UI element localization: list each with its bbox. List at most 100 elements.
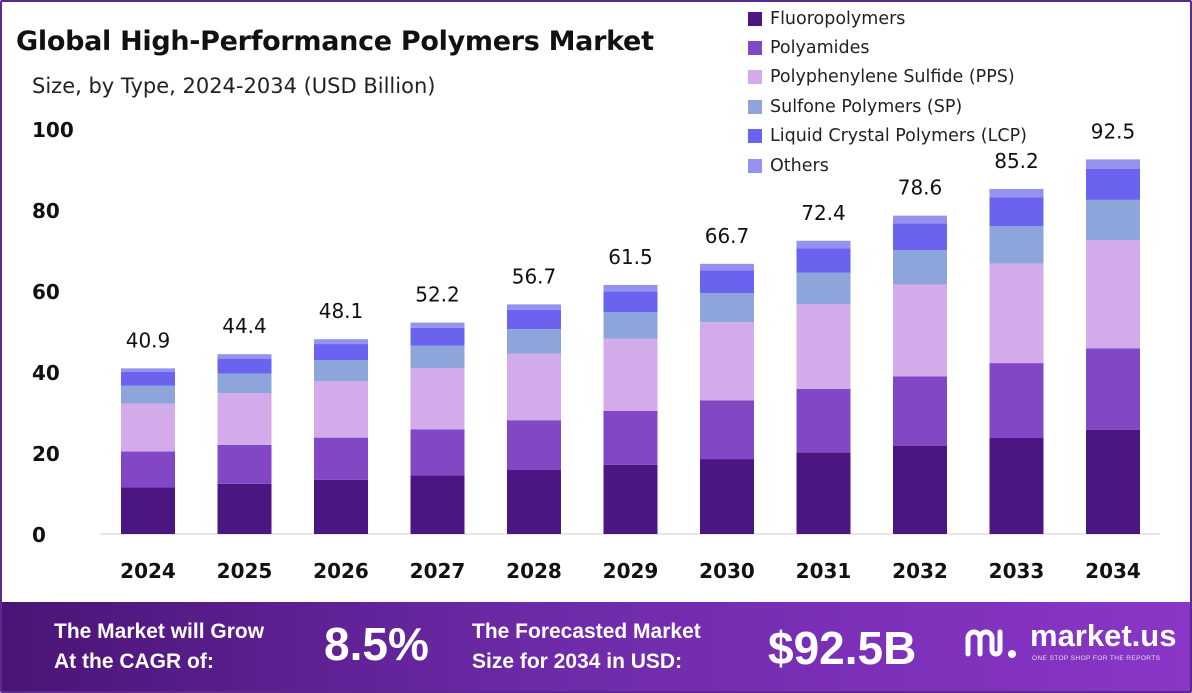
forecast-value: $92.5B <box>768 622 917 674</box>
bar-segment-2030-series-6 <box>700 263 754 271</box>
x-tick-label-2032: 2032 <box>892 559 948 583</box>
y-tick-label: 100 <box>32 118 74 142</box>
bar-segment-2034-series-1 <box>1086 429 1140 534</box>
total-label-2026: 48.1 <box>319 299 364 323</box>
bar-segment-2028-series-1 <box>507 470 561 534</box>
legend-swatch <box>748 158 762 173</box>
bar-segment-2032-series-5 <box>893 223 947 251</box>
total-label-2027: 52.2 <box>415 283 460 307</box>
x-axis: 2024 2025 2026 2027 2028 2029 2030 2031 2032 2033… <box>120 559 1141 583</box>
x-tick-label-2025: 2025 <box>217 559 273 583</box>
bar-segment-2029-series-6 <box>603 284 658 292</box>
total-label-2030: 66.7 <box>705 224 750 248</box>
stacked-bar-chart: 0 20 40 60 80 100 40.9 44.4 48.1 52.2 56.7 61.5 66.… <box>32 118 1160 583</box>
bar-segment-2026-series-6 <box>314 339 368 345</box>
legend-item: Sulfone Polymers (SP) <box>748 92 1027 121</box>
bar-segment-2024-series-2 <box>121 451 175 488</box>
total-label-2028: 56.7 <box>512 264 557 288</box>
bar-segment-2034-series-3 <box>1086 240 1140 349</box>
forecast-caption-line2: Size for 2034 in USD: <box>472 650 683 673</box>
bar-segment-2034-series-4 <box>1086 199 1140 241</box>
legend-swatch <box>748 99 762 114</box>
x-tick-label-2031: 2031 <box>796 559 852 583</box>
y-tick-label: 20 <box>32 442 60 466</box>
legend-item: Others <box>748 151 1027 180</box>
bar-segment-2031-series-5 <box>796 248 851 273</box>
bar-segment-2033-series-4 <box>989 226 1044 264</box>
chart-title: Global High-Performance Polymers Market <box>16 26 654 57</box>
y-axis: 0 20 40 60 80 100 <box>32 118 74 547</box>
market-us-logo-icon <box>965 629 1016 658</box>
bar-segment-2024-series-4 <box>121 385 175 404</box>
bar-segment-2032-series-2 <box>893 376 947 446</box>
bar-segment-2030-series-3 <box>700 322 754 401</box>
total-label-2033: 85.2 <box>994 149 1039 173</box>
bar-segment-2030-series-5 <box>700 270 754 294</box>
bar-segment-2031-series-6 <box>796 240 851 249</box>
bar-segment-2026-series-3 <box>314 381 368 438</box>
bar-segment-2029-series-1 <box>603 464 658 534</box>
bar-segment-2028-series-4 <box>507 329 561 354</box>
legend-label: Others <box>770 155 829 176</box>
bar-segment-2024-series-6 <box>121 368 175 372</box>
bar-segment-2032-series-1 <box>893 445 947 534</box>
legend-label: Sulfone Polymers (SP) <box>770 96 963 117</box>
bar-segment-2024-series-1 <box>121 487 175 534</box>
x-tick-label-2026: 2026 <box>313 559 369 583</box>
bar-segment-2032-series-4 <box>893 250 947 285</box>
bar-segment-2031-series-1 <box>796 452 851 534</box>
y-tick-label: 40 <box>32 361 60 385</box>
bar-segment-2033-series-2 <box>989 363 1044 439</box>
y-tick-label: 60 <box>32 280 60 304</box>
cagr-caption-line2: At the CAGR of: <box>54 650 214 673</box>
bar-segment-2027-series-2 <box>410 429 465 476</box>
legend-swatch <box>748 70 762 85</box>
bar-segment-2032-series-6 <box>893 215 947 224</box>
bar-segment-2029-series-5 <box>603 291 658 313</box>
x-tick-label-2024: 2024 <box>120 559 176 583</box>
bar-segment-2028-series-2 <box>507 420 561 471</box>
bar-segment-2026-series-2 <box>314 437 368 480</box>
legend-label: Liquid Crystal Polymers (LCP) <box>770 126 1027 147</box>
cagr-caption-line1: The Market will Grow <box>54 620 265 643</box>
bar-segment-2029-series-2 <box>603 410 658 465</box>
y-tick-label: 80 <box>32 199 60 223</box>
bar-segment-2031-series-4 <box>796 272 851 305</box>
legend-item: Fluoropolymers <box>748 4 1027 33</box>
y-tick-label: 0 <box>32 523 46 547</box>
legend-label: Polyphenylene Sulfide (PPS) <box>770 67 1015 88</box>
bar-segment-2033-series-1 <box>989 438 1044 534</box>
bar-segment-2025-series-2 <box>217 444 272 484</box>
forecast-caption-line1: The Forecasted Market <box>472 620 701 643</box>
bar-segment-2028-series-3 <box>507 353 561 421</box>
bar-segment-2034-series-2 <box>1086 348 1140 430</box>
bar-segment-2026-series-4 <box>314 360 368 382</box>
bar-segment-2027-series-3 <box>410 368 465 430</box>
bar-segment-2033-series-5 <box>989 197 1044 227</box>
x-tick-label-2030: 2030 <box>699 559 755 583</box>
bar-segment-2027-series-6 <box>410 322 465 328</box>
total-labels: 40.9 44.4 48.1 52.2 56.7 61.5 66.7 72.4 78.6 85.2… <box>126 119 1136 352</box>
total-label-2031: 72.4 <box>801 201 846 225</box>
bar-series <box>100 159 1160 535</box>
bar-segment-2025-series-5 <box>217 358 272 374</box>
bar-segment-2027-series-1 <box>410 475 465 534</box>
brand-tagline: ONE STOP SHOP FOR THE REPORTS <box>1032 655 1161 662</box>
bar-segment-2025-series-4 <box>217 373 272 394</box>
legend-item: Polyamides <box>748 33 1027 62</box>
bar-segment-2026-series-1 <box>314 479 368 534</box>
legend-item: Liquid Crystal Polymers (LCP) <box>748 122 1027 151</box>
x-tick-label-2028: 2028 <box>506 559 562 583</box>
bar-segment-2030-series-2 <box>700 400 754 460</box>
x-tick-label-2034: 2034 <box>1085 559 1141 583</box>
bar-segment-2031-series-3 <box>796 304 851 390</box>
cagr-value: 8.5% <box>324 618 429 670</box>
bar-segment-2029-series-4 <box>603 312 658 339</box>
bar-segment-2024-series-3 <box>121 403 175 452</box>
bar-segment-2034-series-6 <box>1086 159 1140 169</box>
bar-segment-2033-series-3 <box>989 263 1044 364</box>
bar-segment-2029-series-3 <box>603 338 658 411</box>
x-tick-label-2033: 2033 <box>989 559 1045 583</box>
bar-segment-2033-series-6 <box>989 188 1044 198</box>
